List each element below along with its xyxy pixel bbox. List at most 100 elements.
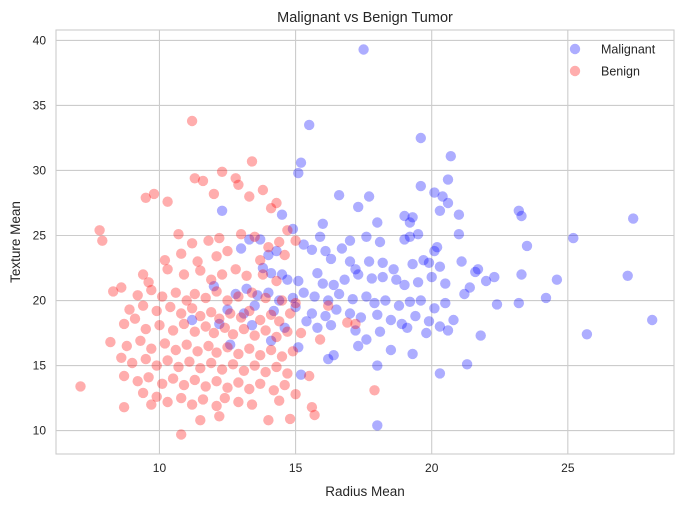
x-tick-label: 25 — [561, 461, 575, 475]
benign-point — [260, 366, 271, 378]
y-tick-label: 25 — [33, 228, 47, 242]
malignant-point — [235, 243, 247, 254]
benign-point — [118, 318, 130, 330]
malignant-point — [222, 304, 233, 315]
malignant-point — [442, 197, 454, 209]
malignant-point — [366, 273, 377, 284]
benign-point — [143, 372, 154, 383]
benign-point — [206, 274, 217, 285]
malignant-point — [434, 321, 446, 332]
malignant-point — [287, 292, 299, 304]
plot-background — [56, 30, 674, 454]
benign-point — [197, 175, 209, 187]
benign-point — [195, 265, 206, 276]
x-tick-label: 15 — [289, 461, 303, 475]
benign-point — [176, 392, 187, 404]
malignant-point — [369, 297, 380, 309]
malignant-point — [540, 292, 552, 304]
malignant-point — [399, 210, 410, 222]
malignant-point — [271, 245, 282, 257]
benign-point — [206, 357, 217, 369]
malignant-point — [265, 335, 277, 346]
malignant-point — [274, 295, 285, 306]
benign-point — [200, 292, 211, 304]
malignant-point — [407, 212, 418, 223]
benign-point — [304, 370, 315, 382]
benign-point — [309, 409, 320, 421]
malignant-point — [339, 274, 350, 285]
malignant-point — [431, 242, 443, 253]
malignant-point — [461, 359, 473, 370]
malignant-point — [516, 269, 527, 280]
malignant-point — [312, 268, 323, 279]
malignant-point — [385, 344, 397, 356]
legend-item-benign: Benign — [569, 65, 640, 79]
benign-point — [235, 229, 247, 240]
series-benign — [75, 115, 380, 440]
benign-point — [265, 309, 277, 320]
benign-point — [246, 399, 258, 410]
benign-point — [211, 376, 222, 387]
malignant-point — [647, 314, 658, 326]
malignant-point — [407, 258, 418, 270]
benign-point — [165, 301, 176, 313]
benign-point — [184, 356, 195, 367]
y-tick-label: 30 — [33, 163, 47, 177]
benign-point — [146, 284, 157, 296]
malignant-point — [323, 353, 334, 365]
benign-point — [238, 365, 250, 376]
malignant-point — [404, 217, 416, 228]
benign-point — [230, 264, 241, 275]
benign-point — [233, 348, 244, 360]
malignant-point — [437, 191, 448, 202]
malignant-point — [317, 218, 328, 229]
benign-point — [342, 317, 353, 328]
benign-point — [290, 235, 301, 246]
malignant-point — [440, 297, 451, 309]
benign-point — [306, 402, 318, 413]
benign-point — [116, 282, 127, 293]
malignant-point — [216, 205, 228, 216]
benign-point — [173, 361, 184, 373]
legend-label: Benign — [601, 65, 640, 79]
malignant-point — [388, 264, 399, 275]
benign-point — [178, 379, 190, 391]
benign-point — [75, 381, 86, 392]
benign-point — [151, 360, 162, 371]
benign-point — [157, 378, 168, 389]
malignant-point — [407, 348, 418, 360]
malignant-point — [309, 291, 320, 302]
malignant-point — [320, 310, 331, 322]
malignant-point — [415, 132, 426, 144]
malignant-point — [328, 350, 339, 361]
malignant-point — [423, 316, 435, 327]
malignant-point — [276, 269, 288, 280]
malignant-point — [298, 287, 309, 298]
benign-point — [140, 323, 151, 335]
benign-point — [233, 396, 244, 408]
malignant-point — [421, 327, 432, 339]
malignant-point — [372, 217, 383, 228]
benign-point — [189, 374, 200, 386]
malignant-point — [314, 231, 326, 242]
malignant-point — [412, 229, 424, 240]
benign-point — [186, 303, 198, 314]
benign-point — [222, 342, 233, 353]
benign-point — [137, 387, 149, 399]
benign-point — [260, 292, 271, 304]
malignant-point — [380, 295, 391, 306]
benign-point — [170, 344, 181, 356]
benign-point — [148, 188, 160, 200]
malignant-point — [521, 240, 533, 252]
malignant-point — [363, 191, 375, 202]
benign-point — [241, 270, 252, 281]
malignant-point — [374, 236, 386, 248]
benign-point — [162, 264, 173, 275]
benign-point — [192, 346, 203, 357]
benign-point — [257, 269, 269, 280]
benign-point — [216, 269, 228, 280]
benign-point — [287, 346, 299, 357]
malignant-point — [350, 325, 361, 336]
malignant-point — [464, 282, 475, 293]
benign-point — [129, 313, 141, 324]
